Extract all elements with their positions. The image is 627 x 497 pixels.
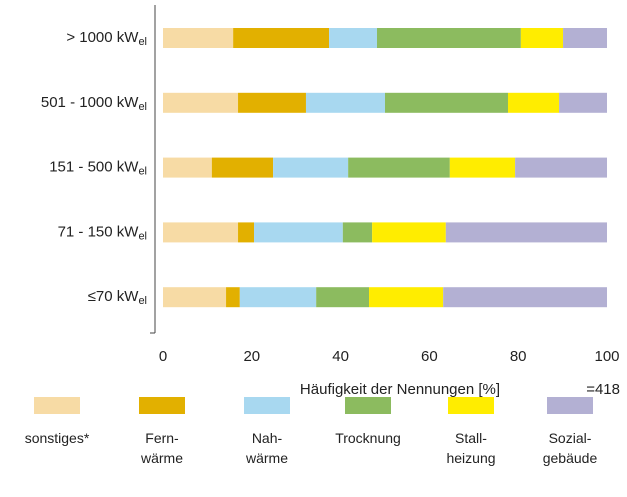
bar-segment bbox=[443, 287, 607, 308]
bar-segment bbox=[515, 157, 607, 178]
bar-segment bbox=[211, 157, 274, 178]
bar-segment bbox=[329, 28, 378, 48]
bar-segment bbox=[342, 222, 373, 243]
legend-label: Fern- wärme bbox=[140, 430, 183, 466]
bar-segment bbox=[226, 287, 240, 308]
category-text: > 1000 kW bbox=[66, 29, 139, 46]
category-text: 71 - 150 kW bbox=[58, 223, 140, 240]
bar-segment bbox=[233, 28, 330, 48]
category-subscript: el bbox=[138, 101, 147, 113]
x-tick-label: 40 bbox=[332, 348, 349, 365]
legend-swatch bbox=[345, 397, 391, 414]
x-tick-label: 20 bbox=[243, 348, 260, 365]
bar-segment bbox=[238, 222, 255, 243]
category-subscript: el bbox=[138, 230, 147, 242]
bar-segment bbox=[163, 28, 234, 48]
bar-segment bbox=[254, 222, 343, 243]
x-tick-label: 100 bbox=[594, 348, 619, 365]
category-subscript: el bbox=[138, 36, 147, 48]
legend-swatch bbox=[34, 397, 80, 414]
x-axis-label: Häufigkeit der Nennungen [%] bbox=[300, 381, 500, 398]
bar-segment bbox=[316, 287, 370, 308]
bar-segment bbox=[348, 157, 450, 178]
legend-label: sonstiges* bbox=[24, 430, 90, 446]
bar-segment bbox=[163, 92, 239, 113]
bar-segment bbox=[372, 222, 446, 243]
bar-segment bbox=[449, 157, 516, 178]
bar-segment bbox=[163, 157, 212, 178]
bar-segment bbox=[163, 287, 227, 308]
bar-segment bbox=[238, 92, 306, 113]
legend-swatch bbox=[547, 397, 593, 414]
category-text: ≤70 kW bbox=[88, 288, 140, 305]
bar-segment bbox=[377, 28, 521, 48]
annotation: =418 bbox=[586, 381, 620, 398]
category-text: 151 - 500 kW bbox=[49, 159, 139, 176]
x-tick-label: 80 bbox=[510, 348, 527, 365]
y-tick-label: 501 - 1000 kWel bbox=[41, 94, 147, 113]
y-tick-label: > 1000 kWel bbox=[66, 29, 147, 48]
legend-label: Stall- heizung bbox=[446, 430, 496, 466]
legend-swatch bbox=[139, 397, 185, 414]
y-tick-label: 151 - 500 kWel bbox=[49, 159, 147, 178]
legend-label: Sozial- gebäude bbox=[542, 430, 598, 466]
bar-segment bbox=[563, 28, 607, 48]
bar-segment bbox=[559, 92, 607, 113]
category-subscript: el bbox=[138, 295, 147, 307]
y-tick-label: ≤70 kWel bbox=[88, 288, 147, 307]
bar-segment bbox=[239, 287, 317, 308]
category-text: 501 - 1000 kW bbox=[41, 94, 139, 111]
x-tick-label: 0 bbox=[159, 348, 167, 365]
bar-segment bbox=[369, 287, 444, 308]
bar-segment bbox=[305, 92, 385, 113]
bar-segment bbox=[520, 28, 564, 48]
legend-label: Trocknung bbox=[335, 430, 401, 446]
legend-swatch bbox=[448, 397, 494, 414]
x-tick-label: 60 bbox=[421, 348, 438, 365]
y-tick-label: 71 - 150 kWel bbox=[58, 223, 147, 242]
bar-segment bbox=[385, 92, 508, 113]
bar-segment bbox=[273, 157, 349, 178]
category-subscript: el bbox=[138, 166, 147, 178]
legend-label: Nah- wärme bbox=[245, 430, 288, 466]
bar-segment bbox=[445, 222, 607, 243]
legend-swatch bbox=[244, 397, 290, 414]
bar-segment bbox=[163, 222, 239, 243]
bar-segment bbox=[507, 92, 560, 113]
